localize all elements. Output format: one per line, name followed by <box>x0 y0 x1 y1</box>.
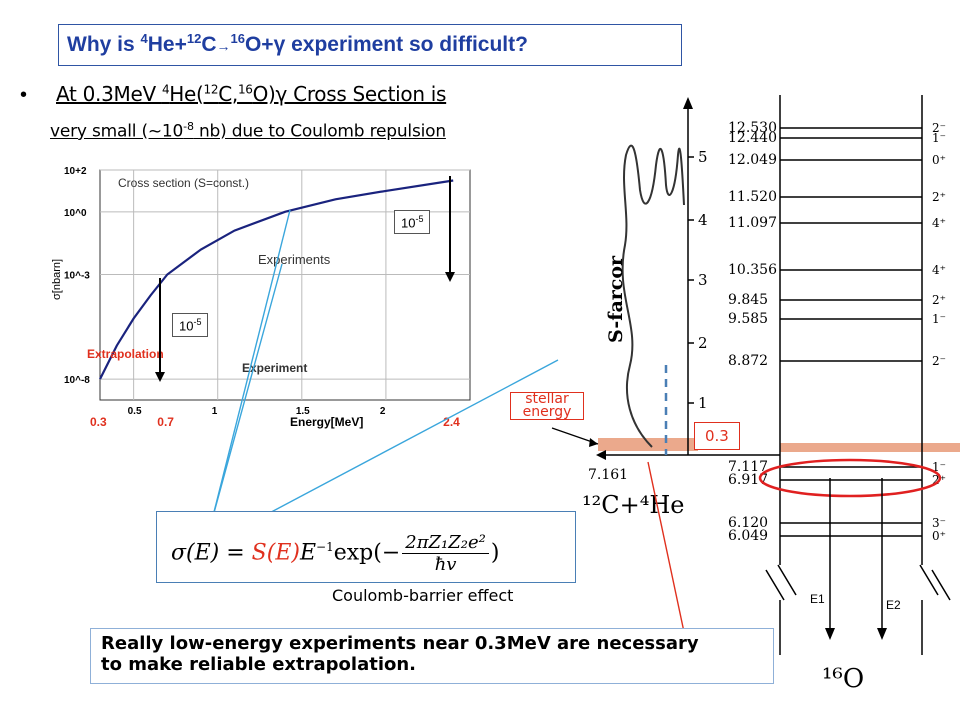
x-axis-label: Energy[MeV] <box>290 415 363 429</box>
level-spin: 0⁺ <box>932 153 946 167</box>
nucleus-label: ¹⁶O <box>822 664 864 694</box>
level-spin: 1⁻ <box>932 460 946 474</box>
axis-tick-label: 1 <box>698 394 708 412</box>
bullet-line-1: At 0.3MeV 4He(12C,16O)γ Cross Section is <box>56 82 447 106</box>
cross-section-chart: 0.5 1 1.5 210+210^010^-310^-8 Cross section… <box>51 166 471 429</box>
y-tick-label: 10^-3 <box>64 271 90 282</box>
level-spin: 2⁻ <box>932 354 946 368</box>
s-factor-axis-label: S-farcor <box>605 255 627 343</box>
chart-title: Cross section (S=const.) <box>118 176 249 190</box>
cross-section-formula: σ(E) = S(E)E−1exp(− 2πZ₁Z₂e² ħv) <box>171 532 500 575</box>
threshold-value: 7.161 <box>588 467 628 483</box>
energy-levels: 12.530 2⁻ 12.440 1⁻ 12.049 0⁺ 11.520 2⁺ 11.097 4⁺… <box>728 120 946 544</box>
x-tick-label: 1 <box>212 406 218 417</box>
level-energy: 10.356 <box>728 262 777 278</box>
x-tick-label: 0.5 <box>128 406 142 417</box>
level-spin: 1⁻ <box>932 312 946 326</box>
level-energy: 6.120 <box>728 515 768 531</box>
level-spin: 2⁺ <box>932 293 946 307</box>
axis-break-right-a <box>919 564 939 596</box>
level-energy: 6.917 <box>728 472 768 488</box>
cross-section-curve <box>99 179 454 380</box>
s-factor-curve <box>621 144 685 448</box>
highlight-x-0: 0.3 <box>90 415 107 429</box>
level-energy: 9.585 <box>728 311 768 327</box>
stellar-band-left <box>598 438 698 451</box>
level-energy: 7.117 <box>728 459 768 475</box>
coulomb-label: Coulomb-barrier effect <box>332 586 514 605</box>
reaction-label: ¹²C+⁴He <box>582 491 684 519</box>
y-tick-label: 10+2 <box>64 166 87 177</box>
e2-arrowhead <box>877 628 887 640</box>
level-energy: 12.440 <box>728 130 777 146</box>
stellar-band-right <box>780 443 960 452</box>
title-box: Why is 4He+12C→16O+γ experiment so diffi… <box>58 24 682 66</box>
axis-break-right-b <box>931 569 951 601</box>
reduction-box-high: 10-5 <box>394 210 431 235</box>
y-tick-label: 10^-8 <box>64 375 90 386</box>
level-energy: 9.845 <box>728 292 768 308</box>
formula-box: σ(E) = S(E)E−1exp(− 2πZ₁Z₂e² ħv) <box>156 511 576 583</box>
highlight-x-1: 0.7 <box>157 415 174 429</box>
axis-tick-label: 5 <box>698 148 708 166</box>
level-energy: 12.530 <box>728 120 777 136</box>
level-energy: 12.049 <box>728 152 777 168</box>
drop-arrow-high-head <box>445 272 455 282</box>
s-factor-axis-arrow <box>683 97 693 109</box>
x-tick-label: 2 <box>380 406 386 417</box>
level-spin: 3⁻ <box>932 516 946 530</box>
axis-tick-label: 2 <box>698 334 708 352</box>
y-tick-label: 10^0 <box>64 208 87 219</box>
s-factor-ticks: 5 4 3 2 1 <box>688 148 708 412</box>
level-spin: 2⁺ <box>932 190 946 204</box>
level-energy: 8.872 <box>728 353 768 369</box>
level-spin: 0⁺ <box>932 529 946 543</box>
experiment-label: Experiment <box>242 361 307 375</box>
slide-title: Why is 4He+12C→16O+γ experiment so diffi… <box>67 31 528 56</box>
e1-label: E1 <box>810 592 825 606</box>
drop-arrow-low-head <box>155 372 165 382</box>
axis-break-left-a <box>777 564 797 596</box>
level-scheme: 12.530 2⁻ 12.440 1⁻ 12.049 0⁺ 11.520 2⁺ 11.097 4⁺… <box>582 95 960 694</box>
reduction-box-low: 10-5 <box>172 313 209 338</box>
energy-03-box: 0.3 <box>694 422 740 450</box>
highlight-ellipse <box>758 458 942 498</box>
e1-arrowhead <box>825 628 835 640</box>
bullet-marker: • <box>20 84 28 106</box>
stellar-energy-label: stellar energy <box>510 392 584 420</box>
highlight-x-2: 2.4 <box>443 415 460 429</box>
level-spin: 4⁺ <box>932 263 946 277</box>
conclusion-box: Really low-energy experiments near 0.3Me… <box>90 628 774 684</box>
level-energy: 6.049 <box>728 528 768 544</box>
extrapolation-label: Extrapolation <box>87 347 164 361</box>
threshold-arrow <box>596 450 606 460</box>
conclusion-text: Really low-energy experiments near 0.3Me… <box>101 633 699 675</box>
bullet-line-2: very small (~10-8 nb) due to Coulomb rep… <box>50 120 446 142</box>
experiments-label: Experiments <box>258 252 331 267</box>
axis-tick-label: 4 <box>698 211 708 229</box>
level-spin: 1⁻ <box>932 131 946 145</box>
level-energy: 11.520 <box>728 189 777 205</box>
level-spin: 4⁺ <box>932 216 946 230</box>
e2-label: E2 <box>886 598 901 612</box>
axis-break-left-b <box>765 569 785 601</box>
level-spin: 2⁻ <box>932 121 946 135</box>
level-energy: 11.097 <box>728 215 777 231</box>
y-axis-label: σ[nbarn] <box>51 259 63 300</box>
axis-tick-label: 3 <box>698 271 708 289</box>
